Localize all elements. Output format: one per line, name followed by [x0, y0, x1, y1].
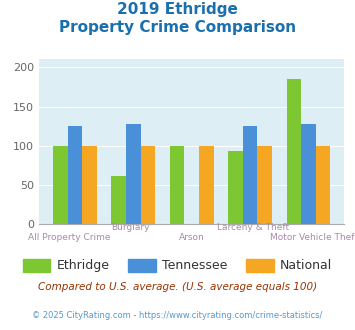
Bar [243, 126, 257, 224]
Text: © 2025 CityRating.com - https://www.cityrating.com/crime-statistics/: © 2025 CityRating.com - https://www.city… [32, 311, 323, 320]
Bar [82, 146, 97, 224]
Text: Compared to U.S. average. (U.S. average equals 100): Compared to U.S. average. (U.S. average … [38, 282, 317, 292]
Bar [228, 151, 243, 224]
Bar [67, 126, 82, 224]
Text: 2019 Ethridge: 2019 Ethridge [117, 2, 238, 16]
Text: Burglary: Burglary [111, 223, 150, 232]
Bar [257, 146, 272, 224]
Text: Property Crime Comparison: Property Crime Comparison [59, 20, 296, 35]
Legend: Ethridge, Tennessee, National: Ethridge, Tennessee, National [18, 254, 337, 278]
Bar [170, 146, 184, 224]
Bar [301, 124, 316, 224]
Bar [111, 176, 126, 224]
Bar [199, 146, 214, 224]
Bar [53, 146, 67, 224]
Bar [286, 79, 301, 224]
Text: Motor Vehicle Theft: Motor Vehicle Theft [270, 233, 355, 242]
Text: Larceny & Theft: Larceny & Theft [217, 223, 289, 232]
Bar [126, 124, 141, 224]
Bar [141, 146, 155, 224]
Text: Arson: Arson [179, 233, 204, 242]
Text: All Property Crime: All Property Crime [28, 233, 111, 242]
Bar [316, 146, 331, 224]
